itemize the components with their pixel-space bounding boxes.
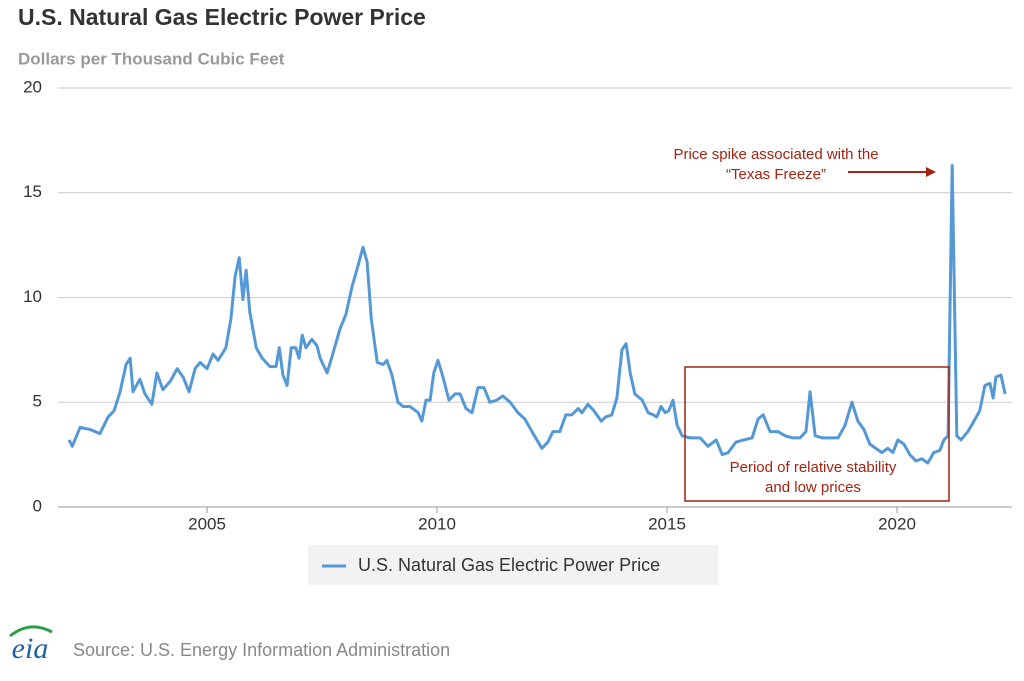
annotation-box <box>684 366 950 502</box>
plot-area <box>67 164 1007 465</box>
x-tick-label: 2015 <box>648 514 686 533</box>
legend-label: U.S. Natural Gas Electric Power Price <box>358 555 660 575</box>
legend-items: U.S. Natural Gas Electric Power Price <box>322 555 660 575</box>
annotation-text: and low prices <box>765 479 861 496</box>
annotation-text: “Texas Freeze” <box>726 166 826 183</box>
logo: eia <box>12 632 49 665</box>
annotation-text: Price spike associated with the <box>673 146 878 163</box>
source: Source: U.S. Energy Information Administ… <box>73 640 450 660</box>
chart-subtitle: Dollars per Thousand Cubic Feet <box>18 49 285 68</box>
annotation-arrowhead <box>926 167 936 177</box>
legend <box>308 545 718 585</box>
x-tick-label: 2010 <box>418 514 456 533</box>
x-tick-label: 2020 <box>878 514 916 533</box>
annotation-text: Period of relative stability <box>730 459 897 476</box>
logo-swoosh <box>9 625 53 638</box>
y-tick-label: 15 <box>23 182 42 201</box>
y-tick-label: 0 <box>33 496 42 515</box>
y-tick-label: 10 <box>23 287 42 306</box>
chart-title: U.S. Natural Gas Electric Power Price <box>18 4 426 30</box>
y-tick-label: 5 <box>33 392 42 411</box>
annotations: Price spike associated with the “Texas Fr… <box>673 146 896 496</box>
line <box>67 164 1007 465</box>
x-tick-label: 2005 <box>188 514 226 533</box>
y-tick-label: 20 <box>23 77 42 96</box>
